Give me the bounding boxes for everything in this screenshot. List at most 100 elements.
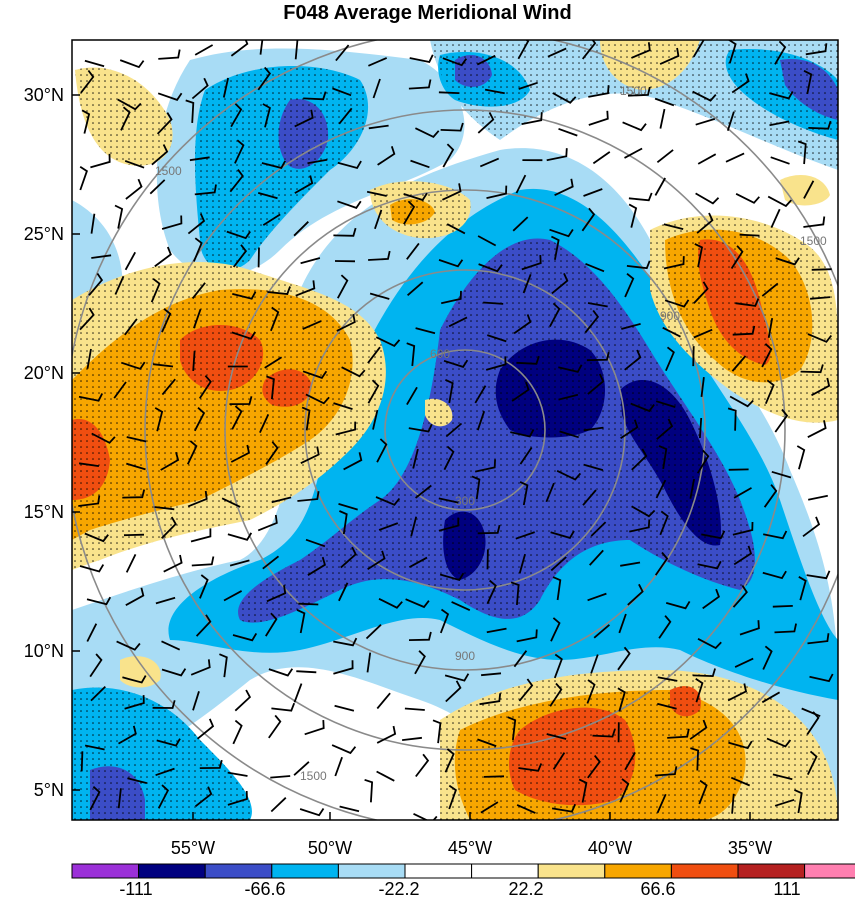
range-ring-900: [224, 189, 706, 671]
wind-barb: [154, 407, 164, 432]
wind-barb: [692, 668, 716, 678]
wind-barb: [343, 452, 363, 471]
wind-barb: [270, 306, 280, 332]
wind-barb: [90, 213, 96, 234]
wind-barb: [333, 637, 358, 647]
wind-barb: [474, 385, 487, 404]
wind-barb: [628, 192, 653, 202]
wind-barb: [442, 143, 455, 168]
wind-barb: [378, 522, 399, 531]
colorbar-swatch: [604, 863, 672, 879]
wind-barb: [587, 755, 601, 779]
wind-barb: [772, 605, 793, 608]
wind-barb: [770, 156, 790, 165]
wind-barb: [155, 596, 176, 605]
wind-barb: [510, 428, 535, 438]
wind-barb: [766, 737, 792, 748]
wind-barb: [477, 524, 501, 535]
wind-barb: [337, 274, 349, 299]
ring-label-1500-west: 1500: [155, 164, 182, 178]
wind-barb: [618, 613, 627, 634]
wind-barb: [193, 237, 203, 262]
wind-barb: [689, 478, 695, 499]
wind-barb: [695, 192, 720, 205]
wind-barb: [693, 281, 709, 304]
wind-barb: [222, 77, 229, 98]
wind-barb: [515, 531, 535, 540]
wind-barb: [368, 57, 388, 67]
colorbar-label-neg22: -22.2: [378, 879, 419, 899]
wind-barb: [554, 178, 574, 197]
wind-barb: [774, 623, 797, 634]
wind-barb: [552, 92, 577, 104]
wind-barb: [126, 462, 146, 471]
wind-barb: [432, 719, 442, 744]
wind-barb: [157, 784, 170, 809]
wind-barb: [124, 695, 145, 710]
wind-barb: [620, 419, 639, 440]
wind-barb: [558, 364, 583, 373]
wind-barb: [448, 784, 457, 810]
wind-barb: [163, 554, 183, 573]
wind-barb: [156, 112, 173, 135]
wind-barb: [412, 448, 419, 469]
wind-barb: [403, 192, 428, 202]
wind-barb: [484, 88, 505, 95]
wind-barb: [771, 470, 792, 479]
wind-barb: [521, 112, 543, 125]
map-title: F048 Average Meridional Wind: [283, 2, 572, 24]
wind-barb: [194, 407, 206, 432]
wind-barb: [655, 479, 667, 499]
wind-barb: [551, 235, 560, 260]
wind-barb: [551, 803, 577, 813]
lat-label-5n: 5°N: [34, 780, 64, 800]
wind-barb: [767, 317, 774, 338]
wind-barb: [518, 81, 538, 90]
wind-barb: [415, 127, 440, 139]
wind-barb: [656, 149, 674, 164]
wind-barb: [762, 645, 773, 670]
wind-barb: [546, 733, 567, 740]
wind-barb: [125, 587, 145, 606]
longitude-ticks: [192, 812, 751, 820]
wind-barb: [375, 336, 401, 348]
wind-barb: [114, 204, 124, 229]
wind-barb: [338, 107, 353, 125]
wind-barb: [811, 377, 831, 397]
wind-barb: [761, 691, 781, 704]
wind-barb: [410, 159, 430, 169]
wind-barb: [376, 692, 391, 710]
lat-label-20n: 20°N: [24, 363, 64, 383]
wind-barb: [739, 620, 760, 636]
wind-barb: [486, 185, 508, 199]
wind-barb: [337, 200, 362, 209]
wind-barb: [581, 207, 596, 232]
wind-barb: [735, 192, 760, 204]
wind-barb: [558, 393, 579, 401]
wind-barb: [266, 585, 287, 603]
wind-barb: [265, 441, 279, 465]
wind-barb: [261, 160, 286, 169]
wind-barb: [305, 393, 330, 405]
wind-barb: [259, 40, 264, 55]
wind-barb: [305, 538, 326, 548]
wind-barb: [772, 773, 793, 781]
wind-barb: [692, 90, 717, 102]
wind-barb: [295, 280, 316, 297]
wind-barb: [725, 152, 745, 163]
wind-barb: [407, 281, 424, 296]
wind-barb: [338, 582, 349, 602]
wind-barb: [585, 262, 605, 273]
wind-barb: [590, 654, 599, 674]
wind-barb: [191, 282, 206, 299]
wind-barb: [587, 302, 608, 308]
wind-barb: [512, 216, 529, 232]
wind-barb: [334, 704, 355, 712]
ring-label-1500-south: 1500: [300, 769, 327, 783]
wind-barb: [442, 57, 468, 67]
wind-barb: [406, 242, 420, 260]
wind-barb: [161, 215, 183, 230]
wind-barb: [592, 728, 616, 738]
wind-barb: [114, 275, 125, 295]
wind-barb: [156, 738, 181, 747]
